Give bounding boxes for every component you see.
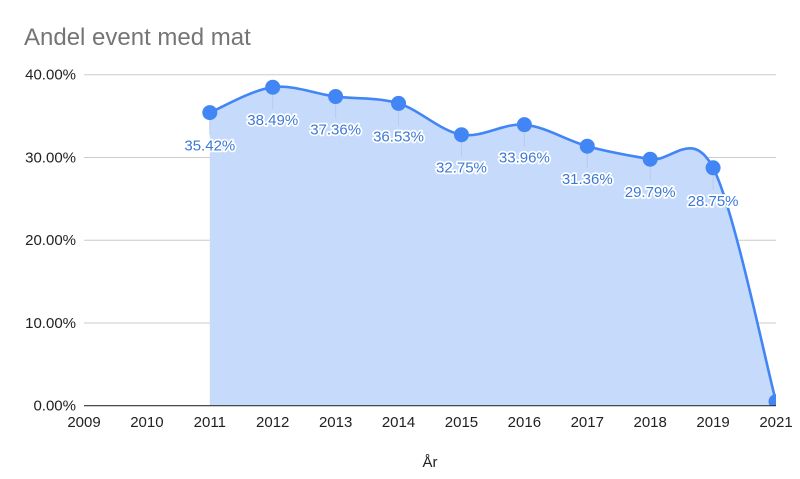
- data-point-2021[interactable]: [768, 394, 784, 409]
- series-andel-event-med-mat: [202, 79, 784, 409]
- x-tick-label: 2009: [67, 414, 100, 431]
- y-axis: 0.00% 10.00% 20.00% 30.00% 40.00%: [25, 67, 76, 415]
- data-label-2017: 31.36%: [562, 171, 613, 188]
- data-label-2011: 35.42%: [184, 138, 235, 155]
- x-axis-title: År: [423, 454, 438, 471]
- data-labels: 35.42% 38.49% 37.36% 36.53% 32.75% 33.96% 31.3…: [183, 110, 741, 211]
- data-point-2018[interactable]: [642, 151, 658, 167]
- data-point-2016[interactable]: [516, 117, 532, 133]
- x-tick-label: 2017: [571, 414, 604, 431]
- x-tick-label: 2013: [319, 414, 352, 431]
- x-tick-label: 2010: [130, 414, 163, 431]
- y-tick-label: 0.00%: [33, 398, 76, 415]
- chart-title: Andel event med mat: [24, 24, 251, 51]
- y-tick-label: 10.00%: [25, 315, 76, 332]
- y-tick-label: 40.00%: [25, 67, 76, 84]
- data-label-2015: 32.75%: [436, 160, 487, 177]
- area-fill: [209, 86, 776, 406]
- data-label-2013: 37.36%: [310, 122, 361, 139]
- data-label-2019: 28.75%: [688, 193, 739, 210]
- x-axis: 2009 2010 2011 2012 2013 2014 2015 2016 2017 2018…: [67, 414, 792, 431]
- data-point-2012[interactable]: [265, 79, 281, 95]
- x-tick-label: 2012: [256, 414, 289, 431]
- data-label-2018: 29.79%: [625, 184, 676, 201]
- y-tick-label: 20.00%: [25, 232, 76, 249]
- x-tick-label: 2019: [696, 414, 729, 431]
- x-tick-label: 2016: [508, 414, 541, 431]
- x-tick-label: 2011: [194, 414, 226, 431]
- x-tick-label: 2015: [445, 414, 478, 431]
- data-label-2014: 36.53%: [373, 128, 424, 145]
- x-tick-label: 2021: [759, 414, 792, 431]
- data-point-2014[interactable]: [391, 95, 407, 111]
- y-tick-label: 30.00%: [25, 149, 76, 166]
- data-label-2016: 33.96%: [499, 150, 550, 167]
- data-label-2012: 38.49%: [247, 112, 298, 129]
- data-point-2019[interactable]: [705, 160, 721, 176]
- x-tick-label: 2014: [382, 414, 415, 431]
- data-point-2015[interactable]: [453, 127, 469, 143]
- data-point-2013[interactable]: [328, 89, 344, 105]
- data-point-2011[interactable]: [202, 105, 218, 121]
- data-point-2017[interactable]: [579, 138, 595, 154]
- x-tick-label: 2018: [633, 414, 666, 431]
